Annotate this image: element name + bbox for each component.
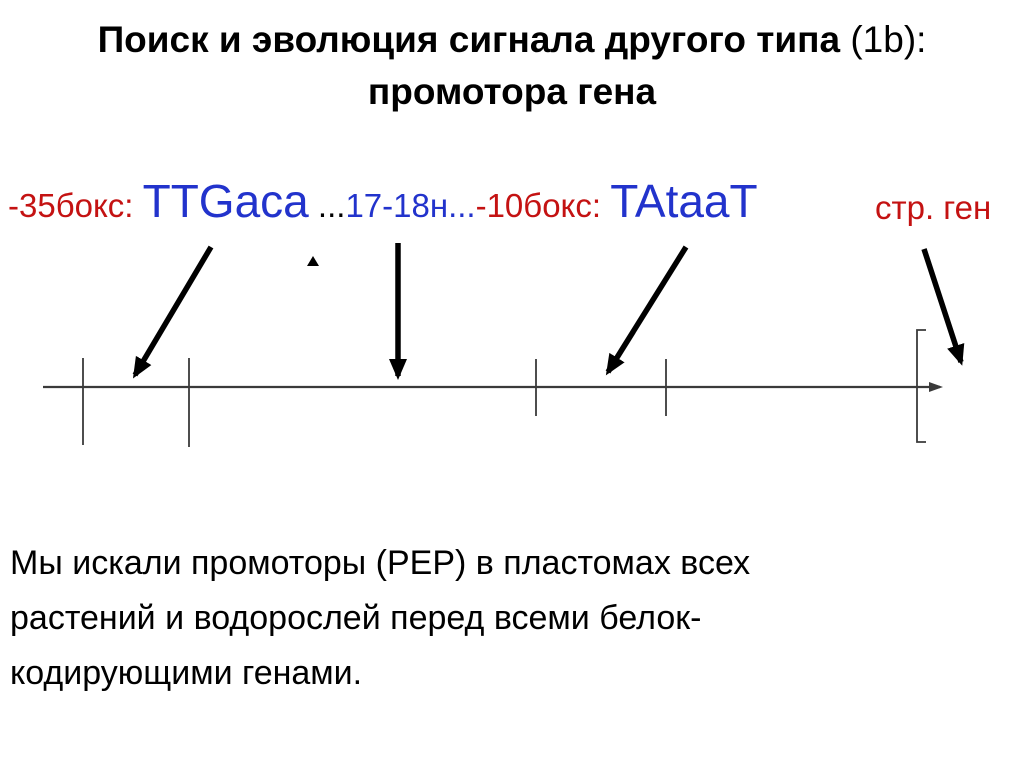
spacer-length: 17-18н... (345, 187, 476, 224)
box10-label: -10бокс: (475, 187, 611, 224)
box35-label: -35бокс: (8, 187, 143, 224)
body-line: кодирующими генами. (10, 654, 363, 692)
body-line: Мы искали промоторы (PEP) в пластомах вс… (10, 544, 751, 582)
arrow-35box-pointer (132, 245, 214, 379)
box35-sequence: TTGaca (142, 175, 309, 227)
body-paragraph: Мы искали промоторы (PEP) в пластомах вс… (10, 536, 1000, 701)
slide-title: Поиск и эволюция сигнала другого типа (1… (0, 14, 1024, 118)
gene-start-bracket (916, 329, 926, 443)
slide-title-line1: Поиск и эволюция сигнала другого типа (1… (0, 14, 1024, 66)
box10-sequence: TAtaaT (610, 175, 758, 227)
slide-title-suffix: (1b): (840, 19, 927, 60)
body-line: растений и водорослей перед всеми белок- (10, 599, 702, 637)
structural-gene-label: стр. ген (875, 189, 992, 226)
slide-title-main: Поиск и эволюция сигнала другого типа (97, 19, 841, 60)
arrow-gene-pointer (921, 248, 965, 366)
slide-title-line2: промотора гена (367, 71, 657, 112)
promoter-signal-row: -35бокс: TTGaca ... 17-18н... -10бокс: T… (8, 178, 758, 224)
small-triangle-marker (307, 256, 319, 266)
arrow-10box-pointer (605, 245, 689, 376)
spacer-dots: ... (308, 187, 346, 224)
